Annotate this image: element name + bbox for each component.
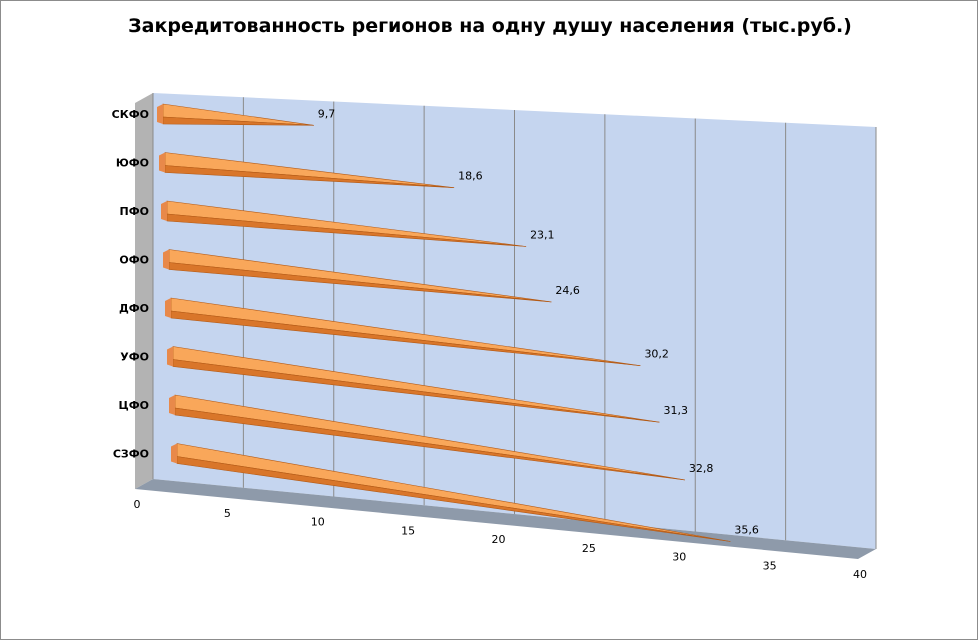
x-tick-label: 10 [311, 516, 325, 529]
data-label: 9,7 [318, 107, 336, 120]
data-label: 32,8 [689, 462, 714, 475]
x-tick-label: 0 [134, 498, 141, 511]
x-tick-label: 30 [672, 551, 686, 564]
category-label: СКФО [112, 108, 149, 121]
bar-base-УФО [167, 346, 173, 367]
x-tick-label: 35 [763, 559, 777, 572]
data-label: 35,6 [734, 523, 759, 536]
category-label: УФО [120, 351, 149, 364]
data-label: 30,2 [644, 348, 669, 361]
category-labels: СКФО ЮФО ПФО ОФО ДФО УФО ЦФО СЗФО [112, 108, 149, 461]
category-label: ОФО [119, 254, 149, 267]
x-tick-label: 20 [492, 533, 506, 546]
x-tick-label: 15 [401, 524, 415, 537]
side-wall [135, 93, 153, 489]
x-tick-labels: 0 5 10 15 20 25 30 35 40 [134, 498, 868, 581]
bar-base-ПФО [161, 201, 167, 221]
bar-base-СЗФО [171, 443, 177, 464]
category-label: ПФО [120, 205, 149, 218]
category-label: ЮФО [116, 157, 149, 170]
data-label: 31,3 [664, 404, 689, 417]
category-label: ЦФО [119, 399, 149, 412]
category-label: ДФО [119, 302, 149, 315]
x-tick-label: 40 [853, 568, 867, 581]
bar-base-ЦФО [169, 395, 175, 415]
bar-base-ОФО [163, 249, 169, 270]
data-label: 23,1 [530, 229, 555, 242]
x-tick-label: 5 [224, 507, 231, 520]
floor [135, 479, 876, 559]
data-labels: 9,7 18,6 23,1 24,6 30,2 31,3 32,8 35,6 [318, 107, 759, 536]
bar-base-СКФО [157, 104, 163, 124]
bars [157, 103, 731, 542]
category-label: СЗФО [113, 448, 149, 461]
bar-base-ЮФО [159, 152, 165, 173]
chart-title: Закредитованность регионов на одну душу … [128, 15, 852, 37]
x-tick-label: 25 [582, 542, 596, 555]
data-label: 24,6 [555, 284, 580, 297]
bar-base-ДФО [165, 298, 171, 318]
data-label: 18,6 [458, 170, 483, 183]
